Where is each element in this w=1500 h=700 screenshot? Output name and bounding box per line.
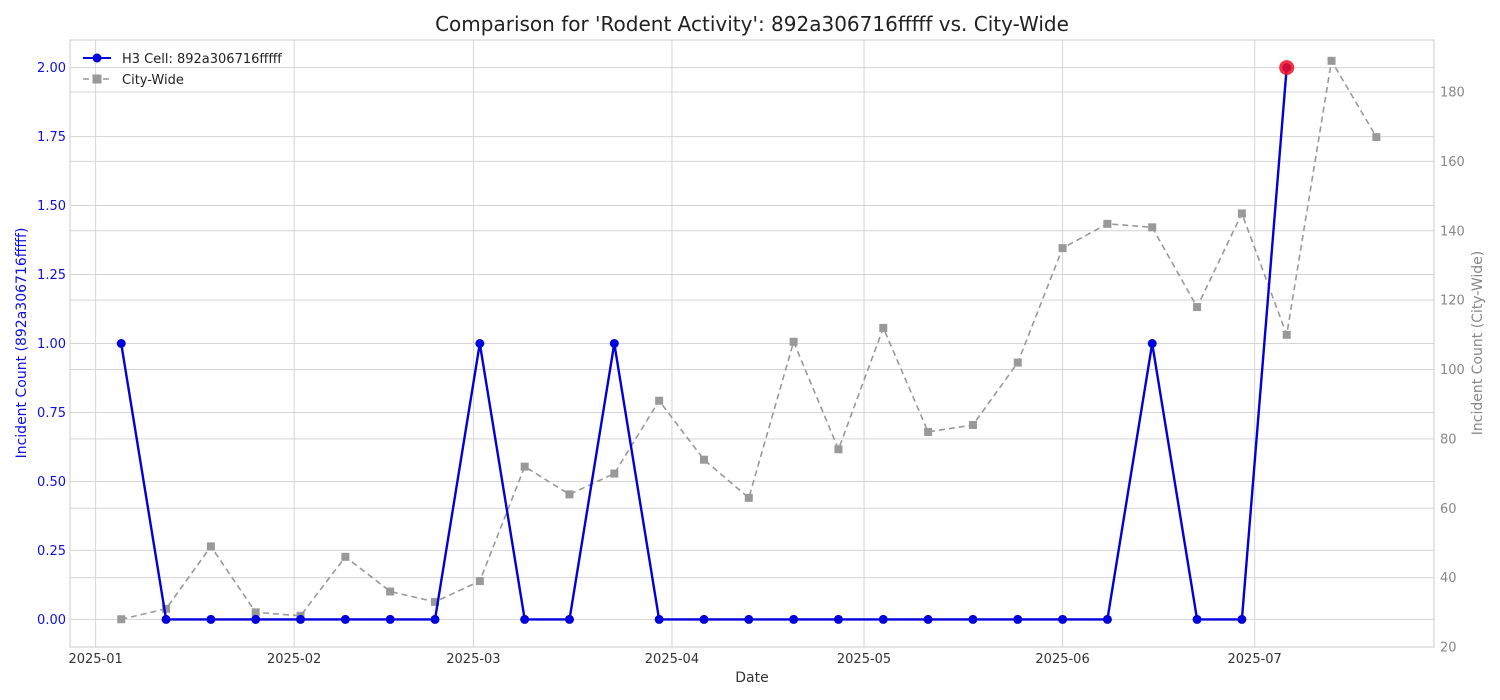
left-tick-label-4: 1.00: [37, 337, 66, 352]
point-h3-cell-14: [744, 614, 754, 624]
point-h3-cell-9: [520, 614, 530, 624]
left-tick-label-2: 0.50: [37, 475, 66, 490]
right-tick-label-8: 180: [1440, 86, 1465, 101]
x-tick-label-5: 2025-06: [1035, 652, 1089, 667]
point-h3-cell-24: [1192, 614, 1202, 624]
point-h3-cell-7: [430, 614, 440, 624]
left-axis-label: Incident Count (892a306716fffff): [14, 228, 30, 459]
point-h3-cell-19: [968, 614, 978, 624]
point-city-wide-25: [1237, 209, 1246, 218]
right-tick-label-7: 160: [1440, 155, 1465, 170]
x-axis-label: Date: [735, 670, 768, 686]
point-h3-cell-17: [878, 614, 888, 624]
left-tick-label-1: 0.25: [37, 544, 66, 559]
point-city-wide-8: [475, 577, 484, 586]
point-city-wide-6: [386, 587, 395, 596]
point-city-wide-12: [655, 396, 664, 405]
series-city-wide: [117, 56, 1381, 624]
point-h3-cell-15: [789, 614, 799, 624]
x-tick-labels: 2025-01 2025-02 2025-03 2025-04 2025-05 2025-…: [68, 652, 1281, 667]
point-city-wide-7: [431, 597, 440, 606]
x-tick-label-1: 2025-02: [267, 652, 321, 667]
legend-label-h3-cell: H3 Cell: 892a306716fffff: [122, 52, 282, 67]
left-tick-label-3: 0.75: [37, 406, 66, 421]
point-h3-cell-6: [385, 614, 395, 624]
x-tick-label-0: 2025-01: [68, 652, 122, 667]
point-h3-cell-5: [340, 614, 350, 624]
right-tick-label-0: 20: [1440, 641, 1457, 656]
left-tick-label-6: 1.50: [37, 199, 66, 214]
point-city-wide-17: [879, 323, 888, 332]
point-h3-cell-1: [161, 614, 171, 624]
point-city-wide-19: [968, 421, 977, 430]
point-h3-cell-12: [654, 614, 664, 624]
point-city-wide-27: [1327, 56, 1336, 65]
point-h3-cell-3: [251, 614, 261, 624]
point-h3-cell-11: [609, 339, 619, 348]
point-city-wide-28: [1372, 133, 1381, 142]
point-city-wide-0: [117, 615, 126, 624]
point-h3-cell-2: [206, 614, 216, 624]
left-tick-labels: 0.00 0.25 0.50 0.75 1.00 1.25 1.50 1.75 2.00: [37, 61, 66, 628]
point-city-wide-23: [1148, 223, 1157, 232]
plot-frame: [69, 39, 1435, 648]
point-h3-cell-10: [564, 614, 574, 624]
legend: H3 Cell: 892a306716fffff City-Wide: [83, 52, 282, 88]
left-tick-label-0: 0.00: [37, 613, 66, 628]
right-tick-label-4: 100: [1440, 363, 1465, 378]
point-city-wide-2: [206, 542, 215, 551]
point-h3-cell-8: [475, 339, 485, 348]
right-tick-label-3: 80: [1440, 432, 1457, 447]
point-h3-cell-18: [923, 614, 933, 624]
highlight-marker-group: [1279, 60, 1295, 76]
point-city-wide-18: [924, 427, 933, 436]
point-city-wide-20: [1013, 358, 1022, 367]
point-h3-cell-22: [1102, 614, 1112, 624]
point-city-wide-5: [341, 552, 350, 561]
point-h3-cell-13: [699, 614, 709, 624]
right-tick-label-6: 140: [1440, 224, 1465, 239]
point-city-wide-11: [610, 469, 619, 478]
chart-title: Comparison for 'Rodent Activity': 892a30…: [435, 12, 1069, 36]
grid-lines: [70, 40, 1434, 648]
x-tick-label-3: 2025-04: [645, 652, 699, 667]
right-tick-label-2: 60: [1440, 502, 1457, 517]
legend-label-city-wide: City-Wide: [122, 73, 184, 88]
left-tick-label-7: 1.75: [37, 130, 66, 145]
point-city-wide-22: [1103, 219, 1112, 228]
highlight-point: [1279, 60, 1295, 76]
point-city-wide-21: [1058, 244, 1067, 253]
x-tick-label-6: 2025-07: [1228, 652, 1282, 667]
right-tick-label-5: 120: [1440, 294, 1465, 309]
right-tick-labels: 20 40 60 80 100 120 140 160 180: [1440, 86, 1465, 656]
point-city-wide-15: [789, 337, 798, 346]
point-h3-cell-4: [296, 614, 306, 624]
point-city-wide-3: [251, 608, 260, 617]
point-h3-cell-20: [1013, 614, 1023, 624]
point-h3-cell-25: [1237, 614, 1247, 624]
point-h3-cell-0: [116, 339, 126, 348]
point-city-wide-24: [1193, 303, 1202, 312]
series-h3-cell: [116, 63, 1292, 624]
point-city-wide-13: [699, 455, 708, 464]
point-city-wide-9: [520, 462, 529, 471]
left-tick-label-5: 1.25: [37, 268, 66, 283]
legend-marker-h3-cell: [92, 53, 102, 63]
x-tick-label-4: 2025-05: [837, 652, 891, 667]
series-line-city-wide: [121, 58, 1378, 621]
left-tick-label-8: 2.00: [37, 61, 66, 76]
right-tick-label-1: 40: [1440, 571, 1457, 586]
point-city-wide-10: [565, 490, 574, 499]
point-city-wide-14: [744, 493, 753, 502]
right-axis-label: Incident Count (City-Wide): [1470, 251, 1486, 435]
x-tick-label-2: 2025-03: [446, 652, 500, 667]
point-h3-cell-23: [1147, 339, 1157, 348]
point-h3-cell-21: [1058, 614, 1068, 624]
point-h3-cell-16: [833, 614, 843, 624]
point-city-wide-26: [1282, 330, 1291, 339]
legend-marker-city-wide: [92, 74, 102, 84]
point-city-wide-16: [834, 445, 843, 454]
point-city-wide-1: [162, 604, 171, 613]
